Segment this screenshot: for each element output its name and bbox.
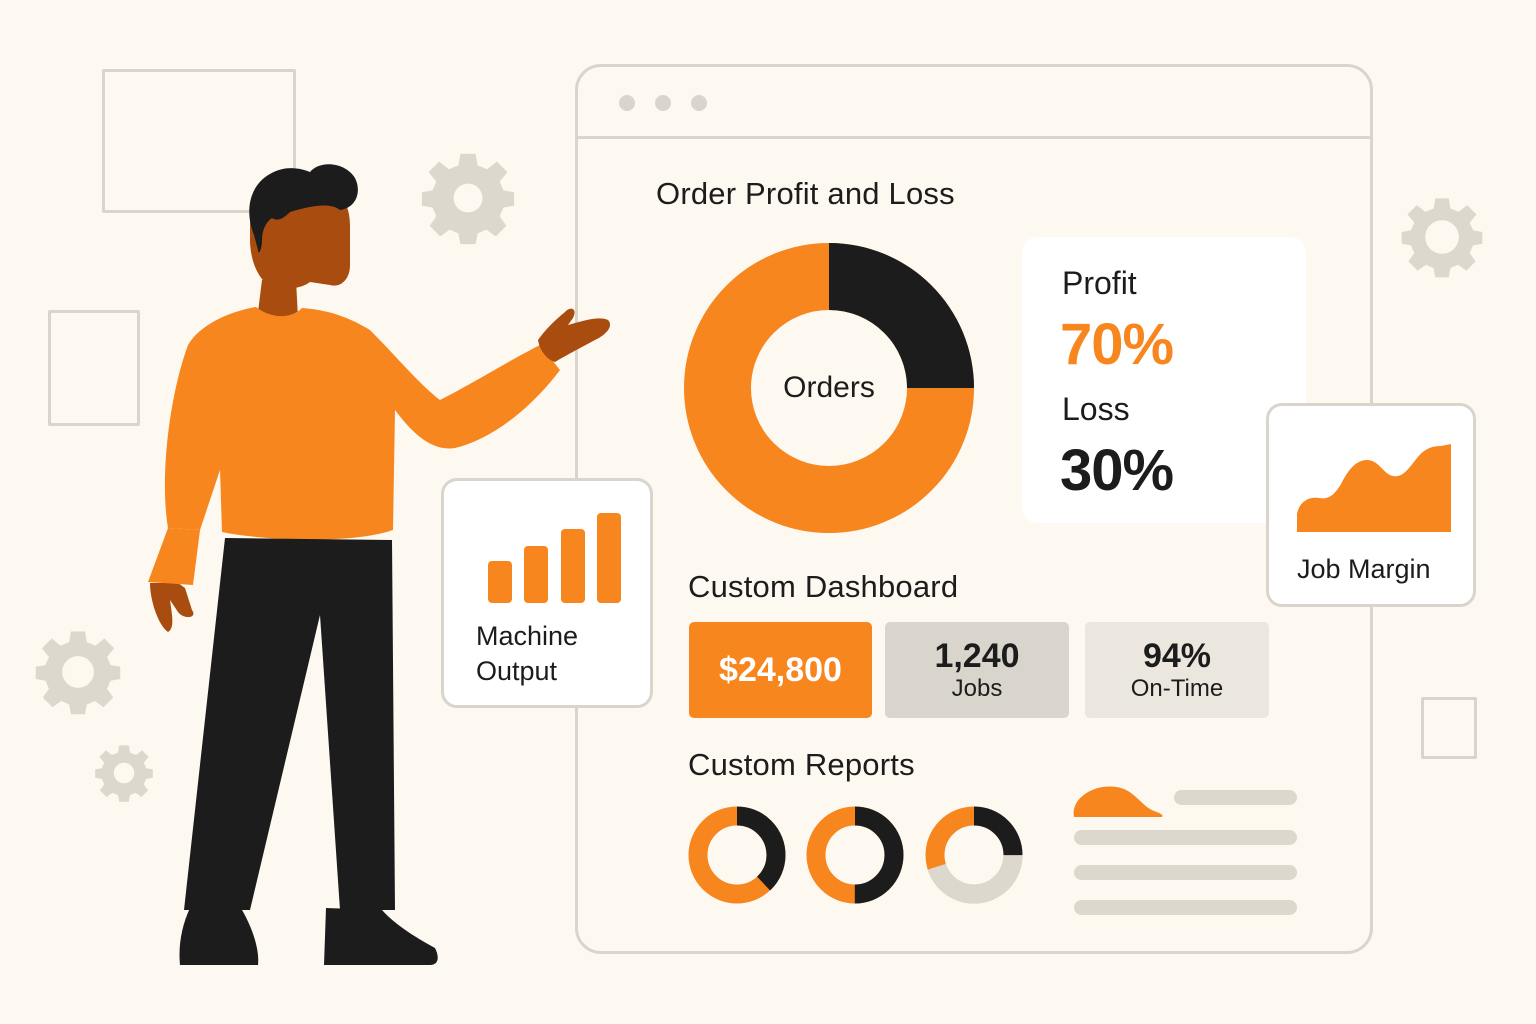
report-list-line (1074, 900, 1297, 915)
decorative-frame-right (1421, 697, 1477, 759)
presenter-illustration (148, 164, 611, 965)
window-control-dot[interactable] (691, 95, 707, 111)
job-margin-card[interactable]: Job Margin (1266, 403, 1476, 607)
report-donut-3[interactable] (925, 806, 1023, 904)
kpi-on-time[interactable]: 94% On-Time (1085, 622, 1269, 718)
kpi-revenue-value: $24,800 (719, 651, 842, 689)
report-list-line (1074, 865, 1297, 880)
machine-output-label-line1: Machine (476, 621, 579, 651)
orders-donut-label: Orders (783, 371, 875, 404)
gear-icon (1401, 198, 1483, 278)
custom-dashboard-title: Custom Dashboard (688, 569, 959, 604)
report-thumbnail-icon (1073, 786, 1163, 817)
gear-icon (95, 745, 153, 802)
kpi-on-time-label: On-Time (1130, 675, 1224, 702)
window-control-dot[interactable] (619, 95, 635, 111)
kpi-revenue[interactable]: $24,800 (689, 622, 872, 718)
kpi-jobs[interactable]: 1,240 Jobs (885, 622, 1069, 718)
machine-output-card[interactable]: Machine Output (441, 478, 653, 708)
custom-reports-title: Custom Reports (688, 747, 915, 782)
area-chart-icon (1297, 444, 1451, 532)
decorative-frame-large (102, 69, 296, 213)
profit-value: 70% (1060, 312, 1174, 377)
kpi-jobs-value: 1,240 (934, 637, 1020, 675)
kpi-jobs-label: Jobs (951, 675, 1003, 702)
loss-value: 30% (1060, 438, 1174, 503)
decorative-frame-small (48, 310, 140, 426)
report-donut-1[interactable] (688, 806, 786, 904)
bar-chart-icon (488, 513, 621, 603)
gear-icon (35, 631, 121, 715)
profit-label: Profit (1062, 265, 1137, 301)
report-donut-2[interactable] (806, 806, 904, 904)
machine-output-label-line2: Output (476, 656, 558, 686)
loss-label: Loss (1062, 391, 1130, 427)
gear-icon (421, 153, 515, 245)
window-control-dot[interactable] (655, 95, 671, 111)
report-list-line (1174, 790, 1297, 805)
kpi-on-time-value: 94% (1142, 637, 1212, 675)
profit-loss-card: Profit 70% Loss 30% (1022, 237, 1306, 523)
window-titlebar (578, 67, 1370, 139)
report-list-line (1074, 830, 1297, 845)
order-pl-title: Order Profit and Loss (656, 176, 955, 211)
job-margin-label: Job Margin (1297, 554, 1431, 584)
orders-donut-chart[interactable] (684, 243, 974, 533)
